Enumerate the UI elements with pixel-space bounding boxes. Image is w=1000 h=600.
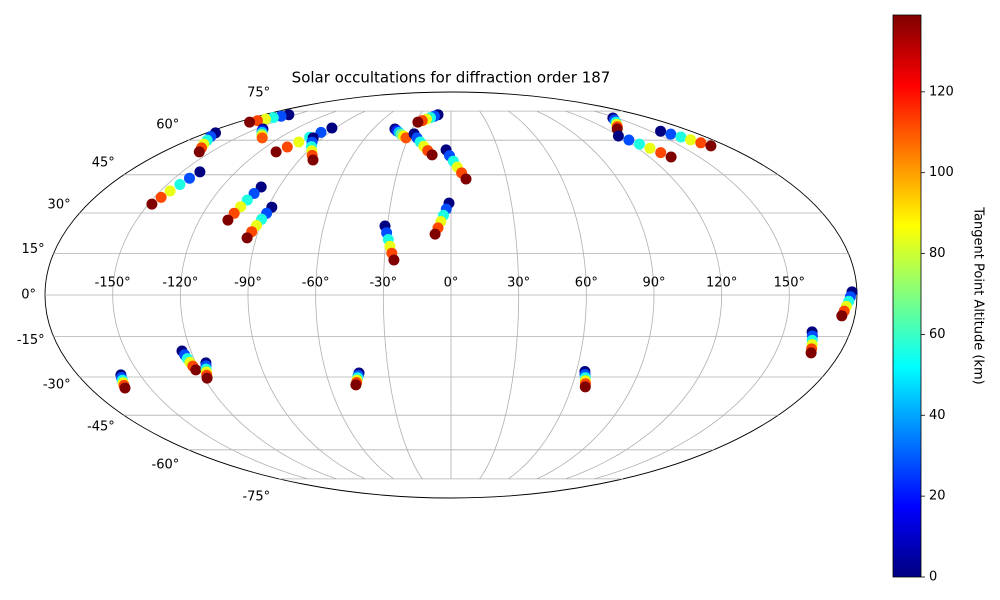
y-tick-label: 60°: [156, 117, 179, 132]
grid-line: [565, 110, 723, 480]
data-point: [293, 136, 305, 148]
data-point: [460, 173, 472, 185]
data-point: [665, 128, 677, 140]
colorbar-tick-label: 120: [929, 84, 954, 99]
data-point: [174, 179, 186, 190]
y-tick-label: 30°: [48, 197, 71, 212]
data-point: [655, 147, 667, 159]
data-point: [695, 137, 707, 149]
y-tick-label: 15°: [22, 242, 45, 257]
grid-line: [479, 110, 520, 480]
data-point: [184, 172, 195, 184]
y-tick-label: 75°: [247, 85, 270, 100]
data-point: [190, 364, 202, 376]
colorbar-label: Tangent Point Altitude (km): [971, 206, 986, 384]
y-tick-label: 45°: [92, 155, 115, 170]
data-point: [675, 131, 687, 143]
colorbar-tick-label: 100: [929, 165, 954, 180]
x-tick-label: -120°: [162, 276, 198, 291]
data-point: [270, 146, 282, 158]
y-tick-label: -60°: [152, 458, 180, 473]
data-point: [350, 379, 362, 391]
chart-title: Solar occultations for diffraction order…: [292, 69, 611, 87]
data-point: [241, 232, 253, 244]
x-tick-label: 150°: [774, 276, 805, 291]
x-tick-label: 60°: [575, 276, 598, 291]
colorbar-tick-label: 0: [929, 570, 937, 585]
grid-line: [382, 110, 423, 480]
data-point: [119, 382, 131, 394]
data-point: [255, 181, 267, 193]
x-tick-label: 120°: [706, 276, 737, 291]
data-point: [315, 126, 327, 138]
colorbar: [892, 14, 922, 578]
data-point: [805, 347, 817, 359]
data-point: [655, 125, 667, 137]
y-tick-label: -15°: [17, 333, 45, 348]
data-point: [634, 138, 645, 150]
data-point: [612, 130, 624, 142]
colorbar-tick-label: 80: [929, 246, 946, 261]
x-tick-label: 90°: [642, 276, 665, 291]
y-tick-label: -30°: [43, 378, 71, 393]
data-point: [244, 116, 256, 128]
data-point: [412, 116, 424, 128]
data-point: [164, 185, 176, 197]
colorbar-tick-label: 40: [929, 408, 946, 423]
x-tick-label: -90°: [234, 276, 262, 291]
grid-line: [112, 110, 308, 480]
data-point: [256, 132, 268, 144]
x-tick-label: 30°: [507, 276, 530, 291]
grid-line: [247, 110, 366, 480]
grid-line: [508, 110, 587, 480]
data-point: [201, 372, 213, 384]
grid-line: [594, 110, 790, 480]
x-tick-label: -30°: [369, 276, 397, 291]
plot-area: [115, 109, 858, 394]
data-point: [146, 198, 158, 210]
data-point: [281, 141, 293, 153]
data-point: [685, 134, 697, 146]
data-point: [222, 214, 234, 226]
data-point: [623, 134, 635, 146]
y-tick-label: 0°: [21, 288, 36, 303]
data-point: [194, 166, 206, 178]
x-tick-label: -60°: [302, 276, 330, 291]
data-point: [665, 151, 677, 163]
grid-line: [315, 110, 394, 480]
data-point: [579, 381, 591, 393]
data-point: [644, 142, 656, 154]
data-point: [429, 228, 441, 240]
data-point: [426, 149, 438, 161]
colorbar-tick-label: 60: [929, 327, 946, 342]
data-point: [307, 154, 319, 166]
x-tick-label: -150°: [95, 276, 131, 291]
data-point: [326, 122, 338, 134]
grid-line: [536, 110, 655, 480]
data-point: [155, 191, 167, 203]
y-tick-label: -75°: [242, 490, 270, 505]
data-point: [248, 188, 260, 199]
data-point: [241, 194, 253, 206]
colorbar-tick-label: 20: [929, 489, 946, 504]
grid-line: [179, 110, 337, 480]
data-point: [193, 146, 205, 158]
data-point: [705, 140, 717, 152]
data-point: [388, 254, 400, 266]
x-tick-label: 0°: [444, 276, 459, 291]
data-point: [836, 310, 848, 322]
y-tick-label: -45°: [87, 420, 115, 435]
